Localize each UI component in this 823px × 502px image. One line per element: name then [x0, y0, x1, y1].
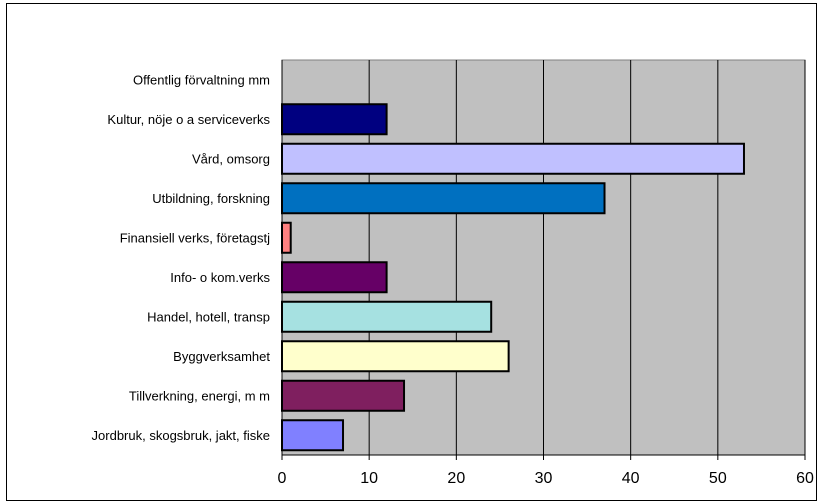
x-tick-label-4: 40	[622, 470, 640, 487]
category-label-0: Offentlig förvaltning mm	[133, 72, 270, 87]
x-tick-label-2: 20	[447, 470, 465, 487]
category-label-3: Utbildning, forskning	[152, 191, 270, 206]
bar-1	[281, 103, 388, 136]
bar-2	[281, 142, 745, 175]
x-tick-label-5: 50	[709, 470, 727, 487]
category-label-2: Vård, omsorg	[192, 151, 270, 166]
category-label-9: Jordbruk, skogsbruk, jakt, fiske	[92, 428, 270, 443]
category-label-5: Info- o kom.verks	[170, 270, 270, 285]
bar-8	[281, 379, 406, 412]
x-tick-label-1: 10	[360, 470, 378, 487]
bars	[281, 103, 745, 452]
bar-4	[281, 221, 292, 254]
x-axis: 0 10 20 30 40 50 60	[278, 60, 814, 487]
bar-5	[281, 261, 388, 294]
bar-9	[281, 419, 345, 452]
category-label-6: Handel, hotell, transp	[147, 309, 270, 324]
category-label-7: Byggverksamhet	[173, 349, 270, 364]
bar-7	[281, 340, 510, 373]
x-tick-label-3: 30	[535, 470, 553, 487]
category-label-8: Tillverkning, energi, m m	[129, 388, 270, 403]
bar-3	[281, 182, 606, 215]
bar-6	[281, 300, 493, 333]
category-label-1: Kultur, nöje o a serviceverks	[107, 112, 270, 127]
category-label-4: Finansiell verks, företagstj	[120, 230, 270, 245]
x-tick-label-0: 0	[278, 470, 287, 487]
x-tick-label-6: 60	[796, 470, 814, 487]
category-labels: Offentlig förvaltning mm Kultur, nöje o a…	[92, 72, 271, 443]
